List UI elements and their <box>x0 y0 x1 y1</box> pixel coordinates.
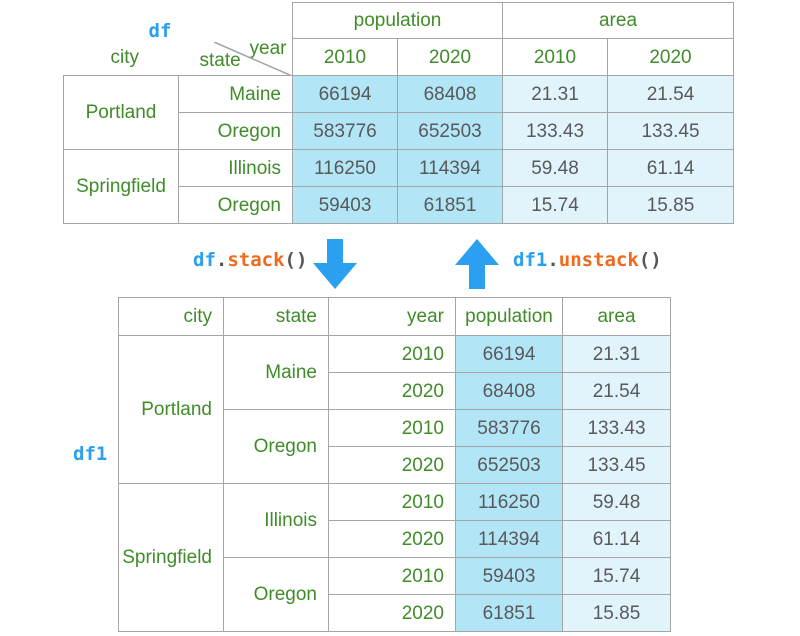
cell-year: 2020 <box>328 594 456 632</box>
code-method: stack <box>227 249 285 271</box>
cell-state: Illinois <box>178 149 293 187</box>
code-object: df <box>193 249 216 271</box>
header-population: population <box>455 297 563 336</box>
cell-city: Portland <box>118 335 224 484</box>
cell-state: Maine <box>223 335 329 410</box>
cell-population: 583776 <box>455 409 563 447</box>
stack-down-arrow-icon <box>313 239 357 289</box>
cell-city: Springfield <box>63 149 179 224</box>
cell-area-2020: 15.85 <box>607 186 734 224</box>
cell-year: 2020 <box>328 446 456 484</box>
cell-city: Springfield <box>118 483 224 632</box>
cell-population-2020: 68408 <box>397 75 503 113</box>
cell-state: Oregon <box>178 112 293 150</box>
header-area: area <box>562 297 671 336</box>
table-row: 2020 114394 61.14 <box>119 520 671 558</box>
unstack-code-label: df1.unstack() <box>513 249 662 271</box>
header-state: state <box>223 297 329 336</box>
table-row: city state year population area <box>118 297 671 336</box>
table-row: 2010 2020 2010 2020 <box>64 38 734 76</box>
cell-population: 116250 <box>455 483 563 521</box>
cell-area: 15.85 <box>562 594 671 632</box>
table-row: df city state year population area <box>64 2 734 76</box>
code-parens: () <box>284 249 308 271</box>
cell-area: 59.48 <box>562 483 671 521</box>
table-row: Springfield Illinois 116250 114394 59.48… <box>63 149 734 224</box>
cell-state: Illinois <box>223 483 329 558</box>
cell-area-2010: 133.43 <box>502 112 608 150</box>
cell-area: 61.14 <box>562 520 671 558</box>
cell-population: 68408 <box>455 372 563 410</box>
cell-population-2020: 652503 <box>397 112 503 150</box>
table-row: Oregon 59403 61851 15.74 15.85 <box>64 186 734 224</box>
cell-area: 21.54 <box>562 372 671 410</box>
table-row: 2020 652503 133.45 <box>119 446 671 484</box>
cell-year: 2020 <box>328 520 456 558</box>
cell-area: 15.74 <box>562 557 671 595</box>
table-row: Oregon 2010 59403 15.74 <box>119 557 671 632</box>
city-axis-label: city <box>110 46 140 68</box>
cell-population: 66194 <box>455 335 563 373</box>
df-wide-table: df city state year population area 2010 … <box>63 2 734 224</box>
cell-area: 133.45 <box>562 446 671 484</box>
table-row: Oregon 583776 652503 133.43 133.45 <box>64 112 734 150</box>
state-axis-label: state <box>199 49 241 71</box>
cell-area-2010: 21.31 <box>502 75 608 113</box>
year-column-header: 2010 <box>292 38 398 76</box>
table-row: Portland Maine 66194 68408 21.31 21.54 <box>63 75 734 150</box>
header-city: city <box>118 297 224 336</box>
cell-population-2020: 114394 <box>397 149 503 187</box>
year-axis-label: year <box>249 37 287 59</box>
cell-area-2020: 21.54 <box>607 75 734 113</box>
cell-area-2020: 61.14 <box>607 149 734 187</box>
code-dot: . <box>547 249 559 271</box>
column-group-population: population <box>292 2 503 39</box>
cell-year: 2010 <box>328 335 456 373</box>
header-year: year <box>328 297 456 336</box>
cell-area-2010: 15.74 <box>502 186 608 224</box>
cell-population: 61851 <box>455 594 563 632</box>
df-label: df <box>148 19 172 42</box>
cell-state: Oregon <box>223 409 329 484</box>
stack-code-label: df.stack() <box>193 249 307 271</box>
year-column-header: 2020 <box>397 38 503 76</box>
diagonal-divider-line <box>214 42 292 76</box>
cell-population: 114394 <box>455 520 563 558</box>
cell-population: 59403 <box>455 557 563 595</box>
code-method: unstack <box>558 249 639 271</box>
df-index-corner: df city state year <box>64 3 293 76</box>
cell-population: 652503 <box>455 446 563 484</box>
cell-population-2010: 66194 <box>292 75 398 113</box>
unstack-up-arrow-icon <box>455 239 499 289</box>
cell-population-2010: 116250 <box>292 149 398 187</box>
cell-population-2010: 583776 <box>292 112 398 150</box>
df1-label: df1 <box>73 443 108 465</box>
cell-year: 2010 <box>328 409 456 447</box>
table-row: 2020 68408 21.54 <box>119 372 671 410</box>
cell-year: 2010 <box>328 557 456 595</box>
code-parens: () <box>638 249 662 271</box>
code-dot: . <box>215 249 228 271</box>
year-column-header: 2010 <box>502 38 608 76</box>
cell-year: 2010 <box>328 483 456 521</box>
table-row: Springfield Illinois 2010 116250 59.48 <box>118 483 671 632</box>
table-row: 2020 61851 15.85 <box>119 594 671 632</box>
cell-population-2010: 59403 <box>292 186 398 224</box>
df1-long-table: city state year population area Portland… <box>118 297 671 632</box>
cell-state: Oregon <box>223 557 329 632</box>
cell-city: Portland <box>63 75 179 150</box>
cell-area-2020: 133.45 <box>607 112 734 150</box>
cell-state: Oregon <box>178 186 293 224</box>
year-column-header: 2020 <box>607 38 734 76</box>
cell-area: 21.31 <box>562 335 671 373</box>
code-object: df1 <box>513 249 548 271</box>
cell-population-2020: 61851 <box>397 186 503 224</box>
column-group-area: area <box>502 2 734 39</box>
cell-year: 2020 <box>328 372 456 410</box>
cell-area-2010: 59.48 <box>502 149 608 187</box>
table-row: Portland Maine 2010 66194 21.31 <box>118 335 671 484</box>
cell-state: Maine <box>178 75 293 113</box>
cell-area: 133.43 <box>562 409 671 447</box>
